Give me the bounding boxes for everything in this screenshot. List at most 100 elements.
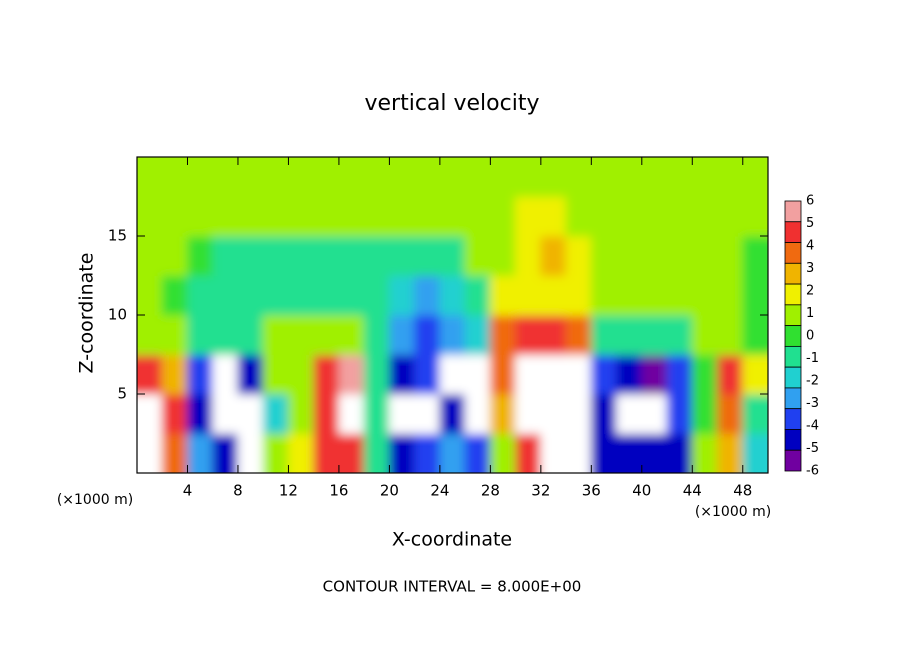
cell bbox=[515, 433, 542, 473]
cell bbox=[186, 433, 214, 473]
cell bbox=[515, 275, 542, 316]
cell bbox=[186, 275, 214, 316]
cell bbox=[313, 196, 340, 237]
cell bbox=[313, 314, 340, 355]
cell bbox=[742, 157, 768, 197]
cell bbox=[540, 196, 567, 237]
cell bbox=[212, 157, 239, 197]
cell bbox=[237, 354, 264, 395]
cell bbox=[137, 157, 163, 197]
colorbar-swatch bbox=[784, 221, 802, 243]
cell bbox=[287, 393, 315, 434]
x-tick-label: 24 bbox=[430, 482, 449, 500]
cell bbox=[388, 157, 416, 197]
cell bbox=[691, 275, 719, 316]
cell bbox=[464, 275, 491, 316]
cell bbox=[313, 433, 340, 473]
cell bbox=[464, 393, 491, 434]
cell bbox=[590, 354, 618, 395]
cell bbox=[565, 393, 592, 434]
cell bbox=[742, 235, 768, 276]
cell bbox=[717, 354, 744, 395]
cell bbox=[137, 235, 163, 276]
colorbar-swatch bbox=[784, 304, 802, 327]
cell bbox=[237, 157, 264, 197]
cell bbox=[439, 196, 466, 237]
cell bbox=[161, 196, 188, 237]
cell bbox=[742, 354, 768, 395]
cell bbox=[313, 393, 340, 434]
cell bbox=[691, 235, 719, 276]
cell bbox=[666, 314, 693, 355]
cell bbox=[262, 196, 289, 237]
colorbar-label: 2 bbox=[806, 284, 814, 299]
cell bbox=[666, 157, 693, 197]
x-tick-label: 16 bbox=[329, 482, 348, 500]
cell bbox=[464, 314, 491, 355]
cell bbox=[414, 314, 441, 355]
cell bbox=[313, 235, 340, 276]
annotation: CONTOUR INTERVAL = 8.000E+00 bbox=[323, 578, 582, 596]
cell bbox=[590, 157, 618, 197]
cell bbox=[540, 157, 567, 197]
cell bbox=[414, 235, 441, 276]
cell bbox=[464, 433, 491, 473]
cell bbox=[388, 393, 416, 434]
cell bbox=[287, 196, 315, 237]
colorbar-swatch bbox=[784, 387, 802, 410]
cell bbox=[464, 235, 491, 276]
cell bbox=[137, 433, 163, 473]
colorbar-swatch bbox=[784, 325, 802, 347]
colorbar-label: -1 bbox=[806, 351, 819, 366]
cell bbox=[161, 354, 188, 395]
cell bbox=[489, 314, 517, 355]
cell bbox=[212, 354, 239, 395]
cell bbox=[717, 433, 744, 473]
cell bbox=[186, 157, 214, 197]
cell bbox=[439, 157, 466, 197]
colorbar-label: 6 bbox=[806, 194, 814, 209]
cell bbox=[717, 235, 744, 276]
cell bbox=[666, 235, 693, 276]
cell bbox=[666, 196, 693, 237]
cell bbox=[137, 314, 163, 355]
cell bbox=[338, 393, 365, 434]
cell bbox=[161, 393, 188, 434]
cell bbox=[742, 275, 768, 316]
cell bbox=[742, 393, 768, 434]
cell bbox=[489, 196, 517, 237]
cell bbox=[565, 157, 592, 197]
cell bbox=[414, 275, 441, 316]
cell bbox=[237, 433, 264, 473]
cell bbox=[388, 433, 416, 473]
cell bbox=[414, 157, 441, 197]
y-tick-label: 10 bbox=[108, 306, 127, 324]
cell bbox=[186, 393, 214, 434]
cell bbox=[540, 235, 567, 276]
cell bbox=[489, 354, 517, 395]
cell bbox=[363, 393, 390, 434]
cell bbox=[212, 433, 239, 473]
cell bbox=[262, 433, 289, 473]
cell bbox=[338, 235, 365, 276]
cell bbox=[691, 196, 719, 237]
cell bbox=[565, 433, 592, 473]
cell bbox=[338, 275, 365, 316]
cell bbox=[616, 433, 643, 473]
cell bbox=[137, 275, 163, 316]
cell bbox=[338, 157, 365, 197]
cell bbox=[717, 196, 744, 237]
cell bbox=[616, 157, 643, 197]
x-tick-label: 8 bbox=[233, 482, 243, 500]
cell bbox=[363, 314, 390, 355]
x-tick-label: 20 bbox=[380, 482, 399, 500]
cell bbox=[363, 354, 390, 395]
cell bbox=[313, 157, 340, 197]
cell bbox=[742, 196, 768, 237]
chart-title: vertical velocity bbox=[364, 91, 539, 116]
cell bbox=[666, 354, 693, 395]
cell bbox=[137, 196, 163, 237]
cell bbox=[414, 393, 441, 434]
cell bbox=[186, 354, 214, 395]
